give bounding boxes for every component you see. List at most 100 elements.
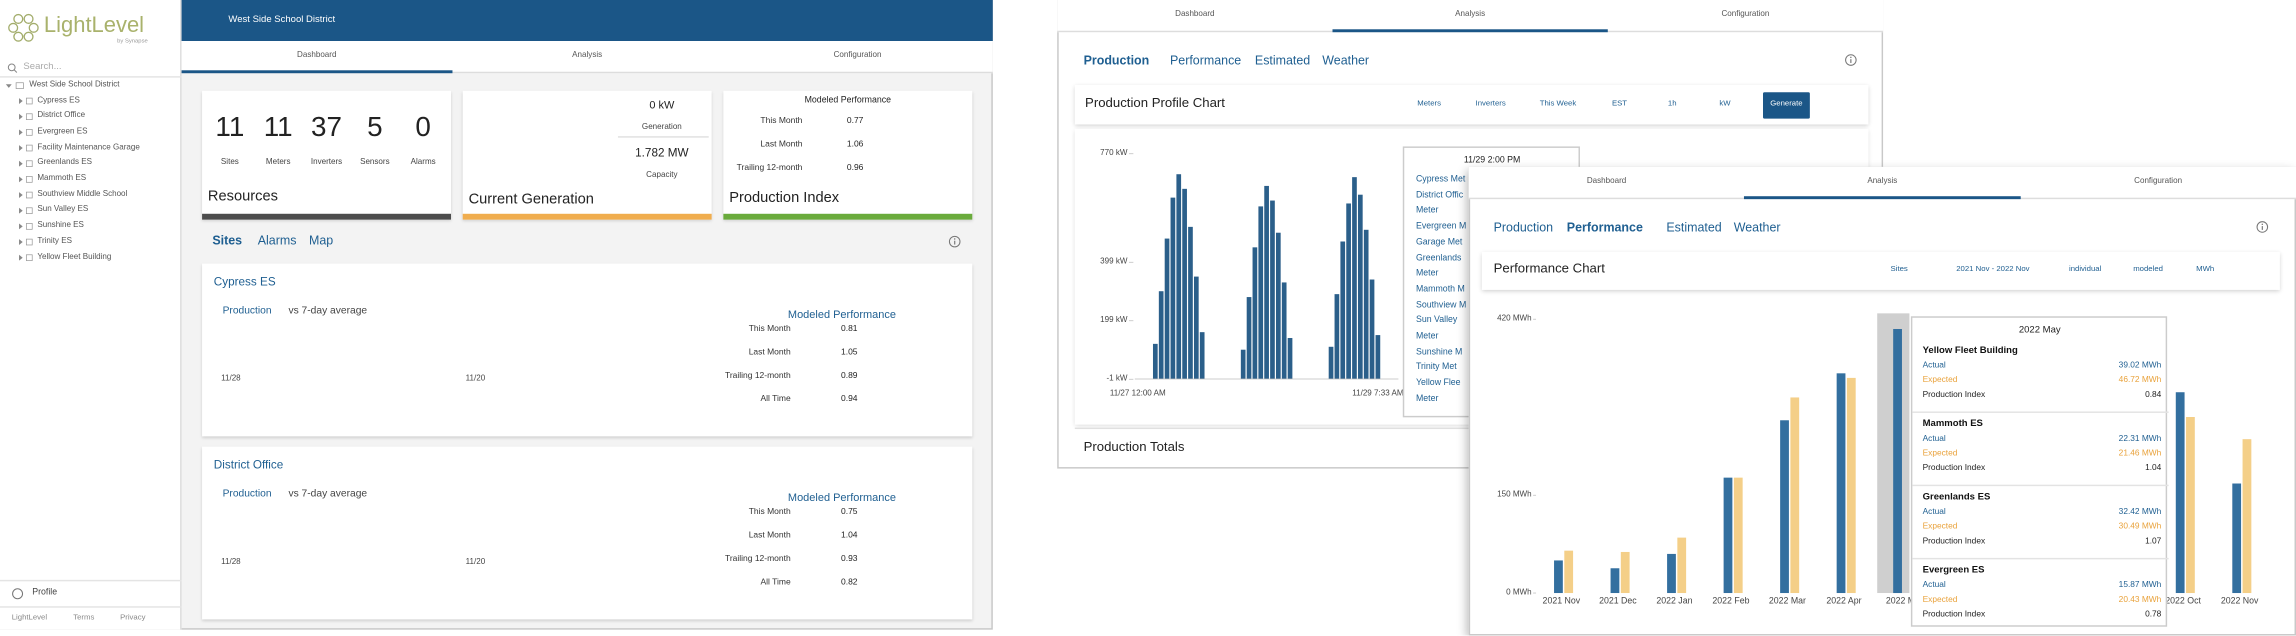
site-icon xyxy=(25,207,33,215)
subtab[interactable]: Map xyxy=(308,232,334,248)
sparkline-date: 11/20 xyxy=(465,557,486,567)
x-tick-label: 11/27 12:00 AM xyxy=(1109,389,1166,399)
stat-value: 0 xyxy=(415,112,431,144)
tooltip-value: 0.84 xyxy=(2145,390,2162,400)
generation-value: 0 kW xyxy=(649,98,675,112)
control[interactable]: kW xyxy=(1719,99,1731,109)
logo-dot xyxy=(8,22,19,33)
tree-root[interactable]: West Side School District xyxy=(29,80,120,90)
footer-link[interactable]: Terms xyxy=(73,613,95,623)
tooltip-item: Trinity Met xyxy=(1415,363,1457,373)
tab[interactable]: Configuration xyxy=(2134,177,2183,186)
control[interactable]: This Week xyxy=(1539,99,1577,109)
control[interactable]: 1h xyxy=(1667,99,1677,109)
performance-value: 0.77 xyxy=(846,117,864,126)
tab[interactable]: Dashboard xyxy=(1586,177,1627,186)
tab[interactable]: Configuration xyxy=(1721,10,1770,20)
bar xyxy=(1152,343,1158,379)
tree-item[interactable]: Sun Valley ES xyxy=(37,205,89,215)
tooltip-value: 39.02 MWh xyxy=(2118,361,2162,371)
tooltip-item: Cypress Met xyxy=(1415,175,1466,185)
info-icon[interactable] xyxy=(948,235,961,248)
tree-item[interactable]: Mammoth ES xyxy=(37,174,87,184)
control-button-active[interactable] xyxy=(1763,92,1810,119)
tree-item[interactable]: Cypress ES xyxy=(37,95,80,105)
sparkline-date: 11/20 xyxy=(465,374,486,384)
info-dot xyxy=(1850,56,1852,59)
card-title: Production Index xyxy=(729,190,840,207)
tab[interactable]: Analysis xyxy=(1867,177,1898,186)
tab[interactable]: Configuration xyxy=(833,51,882,61)
site-icon xyxy=(25,113,33,120)
x-tick-label: 2021 Dec xyxy=(1599,597,1637,607)
tooltip-label: Actual xyxy=(1922,581,1946,591)
footer-link[interactable]: LightLevel xyxy=(11,613,48,623)
x-tick-label: 2022 Jan xyxy=(1656,597,1693,607)
tooltip-item: Garage Met xyxy=(1415,238,1463,248)
tab[interactable]: Analysis xyxy=(1455,10,1486,20)
footer-link[interactable]: Privacy xyxy=(120,613,146,623)
divider xyxy=(0,579,182,582)
tree-item[interactable]: Evergreen ES xyxy=(37,127,88,137)
tab[interactable]: Dashboard xyxy=(297,51,337,61)
performance-label: This Month xyxy=(748,508,791,517)
subtab[interactable]: Weather xyxy=(1322,52,1370,68)
subtab[interactable]: Production xyxy=(1493,219,1554,235)
subtab[interactable]: Weather xyxy=(1733,219,1781,235)
tagline: by Synapse xyxy=(117,36,148,44)
info-icon[interactable] xyxy=(2256,221,2269,233)
subtab[interactable]: Alarms xyxy=(257,232,297,248)
site-name[interactable]: District Office xyxy=(213,458,284,472)
bar xyxy=(1346,203,1351,379)
tab[interactable]: Dashboard xyxy=(1175,10,1215,20)
tree-item[interactable]: Sunshine ES xyxy=(37,221,84,231)
control[interactable]: modeled xyxy=(2133,265,2163,274)
stat-label: Inverters xyxy=(310,158,343,167)
chart-title: Performance Chart xyxy=(1493,260,1605,276)
profile-link[interactable]: Profile xyxy=(32,588,58,598)
tooltip-item: Sunshine M xyxy=(1415,348,1463,357)
card-accent xyxy=(202,213,452,220)
search-input[interactable]: Search... xyxy=(23,61,62,72)
stat-value: 11 xyxy=(263,112,293,144)
performance-label: This Month xyxy=(748,325,791,334)
control[interactable]: Inverters xyxy=(1475,99,1506,109)
site-name[interactable]: Cypress ES xyxy=(213,275,276,289)
subtab[interactable]: Sites xyxy=(212,232,243,248)
subtab[interactable]: Performance xyxy=(1566,219,1643,235)
performance-value: 0.94 xyxy=(841,395,858,405)
bar xyxy=(1270,200,1275,379)
control[interactable]: MWh xyxy=(2196,265,2215,274)
control[interactable]: Meters xyxy=(1417,99,1441,109)
control[interactable]: individual xyxy=(2068,265,2102,274)
tooltip-item: Southview M xyxy=(1415,301,1467,310)
performance-value: 0.89 xyxy=(841,371,858,381)
divider xyxy=(1912,557,2169,560)
subtab[interactable]: Performance xyxy=(1169,52,1242,68)
tab-bar xyxy=(1468,166,2296,200)
tree-item[interactable]: Greenlands ES xyxy=(37,158,92,168)
expand-arrow xyxy=(5,84,12,88)
tree-item[interactable]: Yellow Fleet Building xyxy=(37,252,112,262)
performance-value: 0.96 xyxy=(846,164,864,173)
search-icon xyxy=(7,63,16,72)
tree-item[interactable]: Southview Middle School xyxy=(37,189,128,199)
tooltip-label: Expected xyxy=(1922,376,1958,386)
subtab[interactable]: Production xyxy=(1083,52,1150,68)
tab[interactable]: Analysis xyxy=(572,51,603,61)
production-heading: Production xyxy=(222,489,272,500)
subtab[interactable]: Estimated xyxy=(1666,219,1722,235)
tooltip-value: 32.42 MWh xyxy=(2118,508,2162,517)
control[interactable]: Sites xyxy=(1890,265,1908,274)
tree-item[interactable]: Facility Maintenance Garage xyxy=(37,142,140,152)
tree-item[interactable]: Trinity ES xyxy=(37,236,72,246)
tooltip-item: Yellow Flee xyxy=(1415,379,1461,389)
control[interactable]: Generate xyxy=(1770,99,1803,109)
subtab[interactable]: Estimated xyxy=(1254,52,1311,68)
tooltip-item: Meter xyxy=(1415,207,1439,216)
tree-item[interactable]: District Office xyxy=(37,111,86,121)
card-accent xyxy=(723,213,973,220)
control[interactable]: EST xyxy=(1611,99,1628,109)
info-icon[interactable] xyxy=(1845,54,1857,66)
control[interactable]: 2021 Nov - 2022 Nov xyxy=(1956,265,2030,274)
